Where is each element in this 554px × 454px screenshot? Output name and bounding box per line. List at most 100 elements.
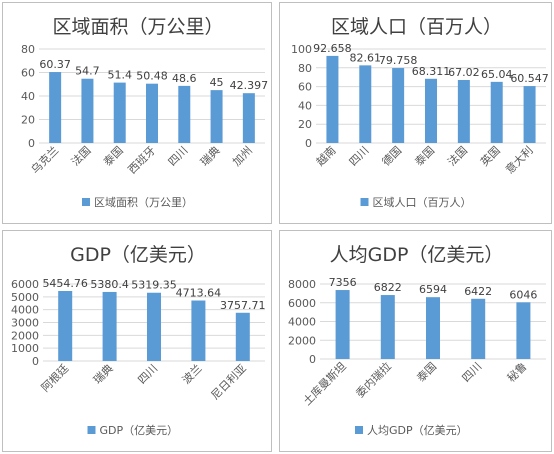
bar <box>380 295 395 359</box>
chart-area-svg: 区域面积（万公里）02040608060.37乌克兰54.7法国51.4泰国50… <box>21 16 269 209</box>
chart-population-svg: 区域人口（百万人） 0 20 40 60 80 100 92.658 越南 82.61 四川 79.7… <box>291 16 549 209</box>
y-tick-label: 0 <box>32 355 39 368</box>
bar <box>392 68 405 143</box>
legend-label: 区域面积（万公里） <box>94 196 193 209</box>
data-label: 79.758 <box>379 54 418 67</box>
x-category-label: 泰国 <box>414 359 439 384</box>
data-label: 6422 <box>464 285 492 298</box>
y-tick-label: 100 <box>291 43 312 56</box>
bar <box>235 312 250 361</box>
y-tick-label: 80 <box>21 43 35 56</box>
x-category-label: 英国 <box>477 143 502 168</box>
chart-title: 人均GDP（亿美元） <box>330 244 504 266</box>
y-tick-label: 0 <box>28 137 35 150</box>
bar <box>426 297 440 359</box>
data-label: 5454.76 <box>42 277 88 290</box>
x-category-label: 尼日利亚 <box>209 362 249 402</box>
y-tick-label: 5000 <box>11 291 39 304</box>
chart-panel-gdp: GDP（亿美元） 0 1000 2000 3000 4000 5000 6000 5454.76… <box>2 230 272 452</box>
y-tick-label: 20 <box>21 114 35 127</box>
y-tick-label: 0 <box>309 353 316 366</box>
x-category-label: 波兰 <box>180 362 205 387</box>
chart-title: 区域人口（百万人） <box>331 16 502 38</box>
bar <box>191 300 206 361</box>
data-label: 60.547 <box>510 72 548 85</box>
y-tick-label: 1000 <box>11 342 39 355</box>
y-tick-label: 8000 <box>288 278 316 291</box>
legend-swatch <box>355 426 363 434</box>
legend-label: 人均GDP（亿美元） <box>367 424 468 437</box>
y-tick-label: 4000 <box>288 316 316 329</box>
x-category-label: 四川 <box>166 144 191 169</box>
y-tick-label: 80 <box>298 62 312 75</box>
data-label: 42.397 <box>230 79 269 92</box>
y-tick-label: 2000 <box>11 329 39 342</box>
bar <box>490 81 503 143</box>
bar <box>58 290 73 361</box>
x-category-label: 加州 <box>230 144 255 169</box>
x-category-label: 德国 <box>379 143 404 168</box>
data-label: 4713.64 <box>176 287 222 300</box>
data-label: 6046 <box>509 288 537 301</box>
x-category-label: 法国 <box>68 143 93 168</box>
y-tick-label: 40 <box>21 90 35 103</box>
bar <box>425 78 437 143</box>
data-label: 82.61 <box>350 51 382 64</box>
bar <box>102 291 117 361</box>
bar <box>242 93 255 143</box>
y-tick-label: 2000 <box>288 334 316 347</box>
y-tick-label: 60 <box>21 67 35 80</box>
legend-label: GDP（亿美元） <box>100 424 179 437</box>
x-category-label: 法国 <box>445 143 470 168</box>
x-category-label: 泰国 <box>100 143 125 168</box>
x-category-label: 西班牙 <box>126 144 159 177</box>
data-label: 7356 <box>329 276 357 289</box>
x-category-label: 四川 <box>135 362 160 387</box>
chart-panel-gdp-per-capita: 人均GDP（亿美元） 0 2000 4000 6000 8000 7356 土库曼斯坦 6822… <box>279 230 552 452</box>
x-category-label: 秘鲁 <box>504 359 529 384</box>
x-category-label: 瑞典 <box>197 143 222 168</box>
legend-label: 区域人口（百万人） <box>373 196 472 209</box>
data-label: 54.7 <box>75 65 100 78</box>
bar <box>49 72 62 143</box>
bar <box>326 55 339 143</box>
data-label: 60.37 <box>39 58 71 71</box>
y-tick-label: 60 <box>298 81 312 94</box>
x-category-label: 意大利 <box>502 143 535 176</box>
data-label: 48.6 <box>172 72 197 85</box>
chart-gdp-per-capita-svg: 人均GDP（亿美元） 0 2000 4000 6000 8000 7356 土库曼斯坦 6822… <box>288 244 546 437</box>
data-label: 65.04 <box>481 68 513 81</box>
chart-panel-area: 区域面积（万公里） 0 20 40 60 80 60.37 乌克兰 54.7 法国 51.4 泰国 50… <box>2 2 272 224</box>
y-tick-label: 3000 <box>11 317 39 330</box>
x-category-label: 瑞典 <box>90 361 115 386</box>
x-category-label: 越南 <box>313 143 338 168</box>
chart-panel-population: 区域人口（百万人） 0 20 40 60 80 100 92.658 越南 82.61 四川 79.7… <box>279 2 552 224</box>
x-category-label: 土库曼斯坦 <box>300 359 349 408</box>
legend-swatch <box>82 198 90 206</box>
chart-title: 区域面积（万公里） <box>52 16 223 38</box>
x-category-label: 阿根廷 <box>38 361 71 394</box>
x-category-label: 委内瑞拉 <box>353 359 394 400</box>
chart-title: GDP（亿美元） <box>70 244 206 266</box>
x-category-label: 四川 <box>347 144 372 169</box>
bar <box>335 290 350 359</box>
x-category-label: 四川 <box>460 360 485 385</box>
y-tick-label: 40 <box>298 99 312 112</box>
data-label: 6594 <box>419 283 447 296</box>
data-label: 5319.35 <box>131 279 177 292</box>
data-label: 92.658 <box>313 42 352 55</box>
bar <box>523 86 536 143</box>
bar <box>471 298 486 359</box>
y-tick-label: 6000 <box>288 297 316 310</box>
y-tick-label: 4000 <box>11 304 39 317</box>
y-tick-label: 20 <box>298 118 312 131</box>
bar <box>178 85 191 143</box>
data-label: 45 <box>210 76 224 89</box>
x-category-label: 泰国 <box>412 143 437 168</box>
y-tick-label: 6000 <box>11 278 39 291</box>
data-label: 68.311 <box>412 65 451 78</box>
bar <box>81 78 94 143</box>
bar <box>359 65 372 143</box>
bar <box>147 292 161 361</box>
